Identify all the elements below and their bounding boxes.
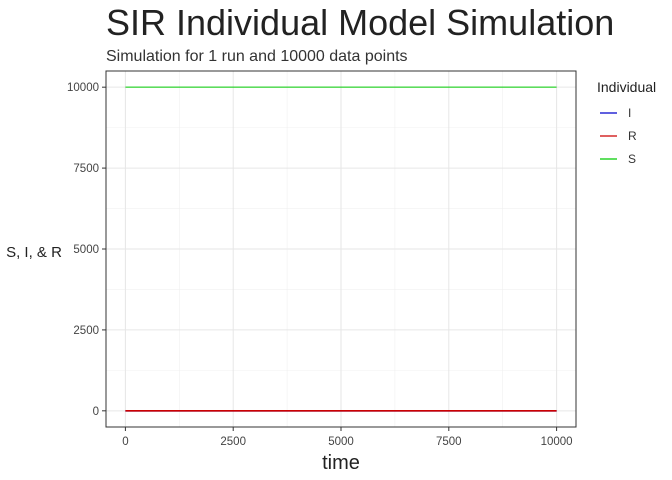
y-axis: 0 2500 5000 7500 10000 bbox=[67, 82, 106, 418]
x-tick-label: 5000 bbox=[328, 436, 354, 448]
legend-label-r: R bbox=[628, 129, 637, 143]
legend: Individual IRS bbox=[597, 79, 656, 166]
legend-label-i: I bbox=[628, 106, 631, 120]
x-tick-label: 0 bbox=[122, 436, 128, 448]
x-axis-title: time bbox=[322, 452, 360, 474]
y-tick-label: 10000 bbox=[67, 82, 99, 94]
legend-title: Individual bbox=[597, 79, 656, 95]
x-tick-label: 10000 bbox=[541, 436, 573, 448]
y-tick-label: 2500 bbox=[73, 325, 99, 337]
series-lines bbox=[125, 86, 557, 412]
x-tick-label: 7500 bbox=[436, 436, 462, 448]
chart-title: SIR Individual Model Simulation bbox=[106, 2, 614, 43]
y-axis-title: S, I, & R bbox=[6, 244, 62, 261]
chart-subtitle: Simulation for 1 run and 10000 data poin… bbox=[106, 48, 408, 65]
grid bbox=[106, 71, 576, 427]
x-tick-label: 2500 bbox=[220, 436, 246, 448]
y-tick-label: 5000 bbox=[73, 244, 99, 256]
x-axis: 0 2500 5000 7500 10000 bbox=[122, 427, 573, 448]
y-tick-label: 0 bbox=[93, 406, 99, 418]
legend-label-s: S bbox=[628, 152, 636, 166]
y-tick-label: 7500 bbox=[73, 163, 99, 175]
